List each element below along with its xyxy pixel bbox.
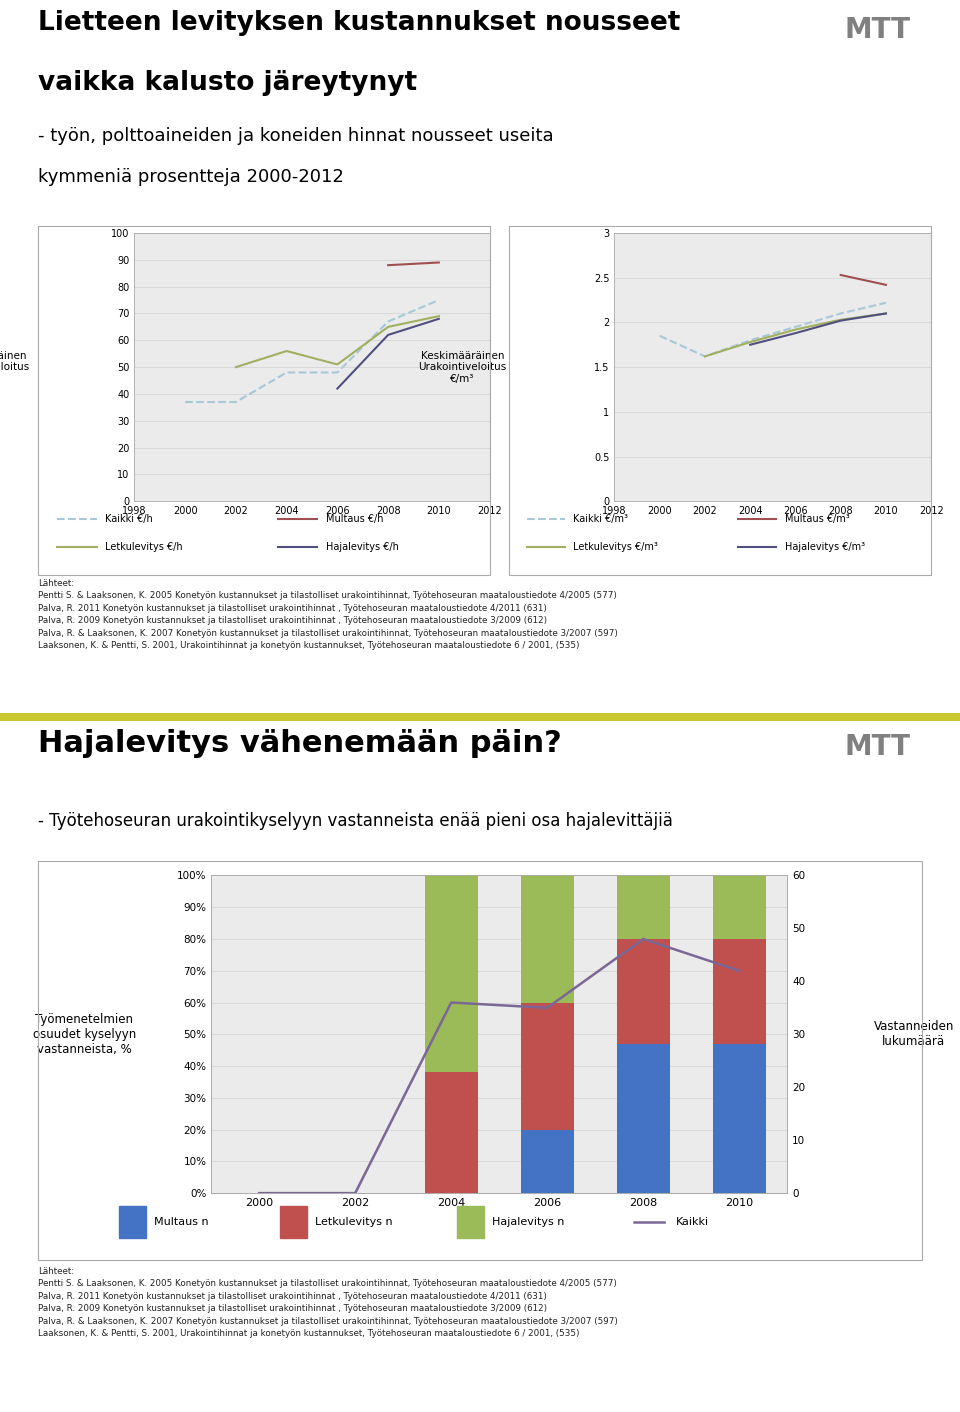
Bar xyxy=(280,1206,307,1238)
Bar xyxy=(424,875,478,1073)
Text: Letkulevitys n: Letkulevitys n xyxy=(315,1217,393,1227)
Text: kymmeniä prosentteja 2000-2012: kymmeniä prosentteja 2000-2012 xyxy=(38,168,345,186)
Text: Keskimääräinen
Urakointiveloitus
€/m³: Keskimääräinen Urakointiveloitus €/m³ xyxy=(419,350,507,384)
Bar xyxy=(520,1003,574,1130)
Bar xyxy=(616,939,670,1043)
Text: Hajalevitys n: Hajalevitys n xyxy=(492,1217,564,1227)
Text: Keskimääräinen
Urakointiveloitus
€/h: Keskimääräinen Urakointiveloitus €/h xyxy=(0,350,30,384)
Text: Työmenetelmien
osuudet kyselyyn
vastanneista, %: Työmenetelmien osuudet kyselyyn vastanne… xyxy=(33,1012,136,1056)
Text: Hajalevitys vähenemään päin?: Hajalevitys vähenemään päin? xyxy=(38,729,563,758)
Bar xyxy=(424,1073,478,1193)
Text: vaikka kalusto järeytynyt: vaikka kalusto järeytynyt xyxy=(38,69,418,96)
Bar xyxy=(520,1130,574,1193)
Text: Kaikki €/h: Kaikki €/h xyxy=(106,514,154,524)
Bar xyxy=(520,875,574,1003)
Bar xyxy=(119,1206,146,1238)
Bar xyxy=(712,875,765,939)
Text: Vastanneiden
lukumäärä: Vastanneiden lukumäärä xyxy=(874,1021,954,1048)
Text: Letkulevitys €/h: Letkulevitys €/h xyxy=(106,542,183,552)
Text: - Työtehoseuran urakointikyselyyn vastanneista enää pieni osa hajalevittäjiä: - Työtehoseuran urakointikyselyyn vastan… xyxy=(38,812,673,830)
Text: Kaikki: Kaikki xyxy=(676,1217,709,1227)
Text: Kaikki €/m³: Kaikki €/m³ xyxy=(573,514,628,524)
Text: Hajalevitys €/m³: Hajalevitys €/m³ xyxy=(784,542,865,552)
Text: Multaus €/h: Multaus €/h xyxy=(326,514,384,524)
Text: Lähteet:
Pentti S. & Laaksonen, K. 2005 Konetyön kustannukset ja tilastolliset u: Lähteet: Pentti S. & Laaksonen, K. 2005 … xyxy=(38,579,618,651)
Text: Letkulevitys €/m³: Letkulevitys €/m³ xyxy=(573,542,659,552)
Text: Lähteet:
Pentti S. & Laaksonen, K. 2005 Konetyön kustannukset ja tilastolliset u: Lähteet: Pentti S. & Laaksonen, K. 2005 … xyxy=(38,1267,618,1339)
Bar xyxy=(616,1043,670,1193)
Bar xyxy=(712,1043,765,1193)
Text: Hajalevitys €/h: Hajalevitys €/h xyxy=(326,542,399,552)
Text: Multaus €/m³: Multaus €/m³ xyxy=(784,514,850,524)
Bar xyxy=(457,1206,484,1238)
Text: MTT: MTT xyxy=(845,17,911,44)
Text: Lietteen levityksen kustannukset nousseet: Lietteen levityksen kustannukset noussee… xyxy=(38,10,681,37)
Text: - työn, polttoaineiden ja koneiden hinnat nousseet useita: - työn, polttoaineiden ja koneiden hinna… xyxy=(38,127,554,145)
Text: Multaus n: Multaus n xyxy=(154,1217,208,1227)
Text: MTT: MTT xyxy=(845,733,911,761)
Bar xyxy=(616,875,670,939)
Bar xyxy=(712,939,765,1043)
